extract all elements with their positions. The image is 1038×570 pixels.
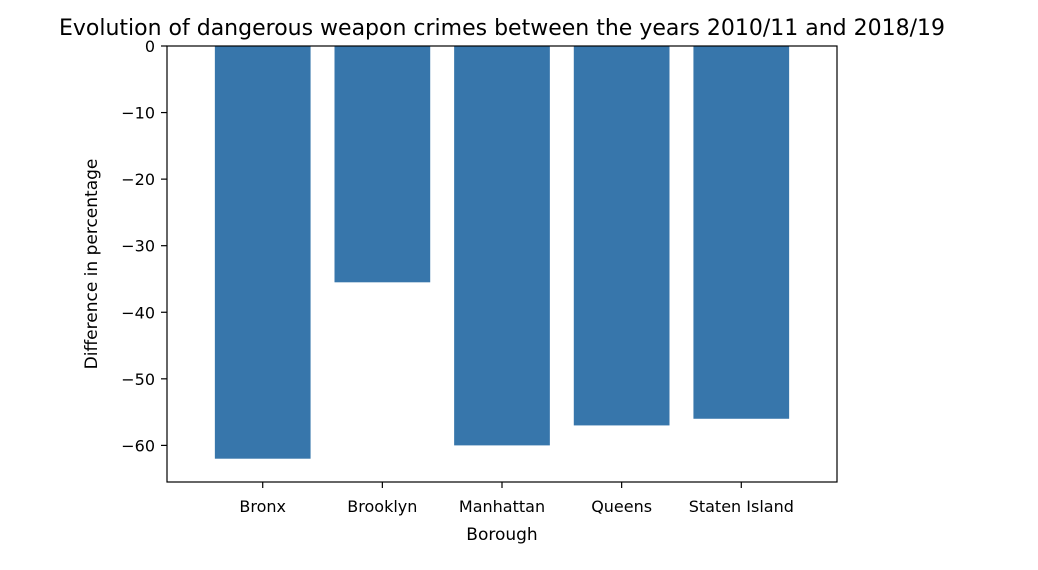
y-tick-label: −40	[121, 303, 155, 322]
y-axis-label: Difference in percentage	[82, 159, 102, 370]
y-tick-label: −10	[121, 104, 155, 123]
y-tick-label: 0	[145, 37, 155, 56]
bar-queens	[573, 46, 670, 426]
x-tick-label: Queens	[591, 497, 652, 516]
x-tick-label: Brooklyn	[347, 497, 417, 516]
bar-brooklyn	[334, 46, 431, 283]
x-tick-label: Staten Island	[689, 497, 794, 516]
bar-staten-island	[693, 46, 790, 419]
y-tick-label: −50	[121, 370, 155, 389]
x-tick-label: Manhattan	[459, 497, 545, 516]
y-tick-label: −20	[121, 170, 155, 189]
chart-title: Evolution of dangerous weapon crimes bet…	[59, 16, 945, 41]
y-axis: 0 −10 −20 −30 −40 −50 −60	[121, 37, 167, 455]
x-axis-label: Borough	[466, 525, 537, 545]
plot-area-frame	[166, 45, 838, 483]
bar-manhattan	[454, 46, 550, 446]
x-axis: Bronx Brooklyn Manhattan Queens Staten Islan…	[239, 482, 794, 516]
y-tick-label: −60	[121, 436, 155, 455]
bar-bronx	[214, 46, 311, 459]
y-tick-label: −30	[121, 237, 155, 256]
bars-layer	[214, 46, 790, 459]
x-tick-label: Bronx	[239, 497, 286, 516]
